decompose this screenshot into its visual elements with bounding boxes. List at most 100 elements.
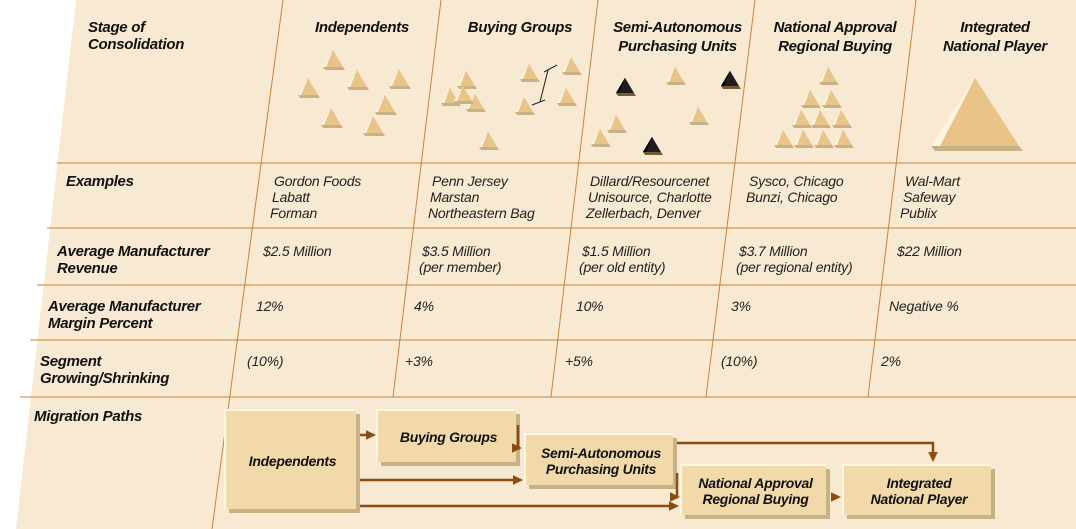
grid-line-col-3 bbox=[550, 0, 599, 398]
triangle-icon bbox=[666, 66, 686, 85]
box-independents bbox=[224, 409, 360, 513]
triangle-highlight bbox=[721, 70, 730, 86]
triangle-shadow bbox=[607, 130, 627, 133]
triangle-shadow bbox=[616, 93, 636, 96]
triangle-face bbox=[454, 85, 472, 101]
bracket-line bbox=[531, 99, 546, 106]
box-integrated bbox=[842, 464, 995, 519]
margin-label: Average Manufacturer Margin Percent bbox=[48, 298, 201, 332]
triangle-highlight bbox=[347, 70, 357, 87]
dark-triangle-icon bbox=[616, 77, 636, 96]
triangle-highlight bbox=[819, 66, 828, 82]
margin-buying-groups: 4% bbox=[414, 298, 434, 314]
box-face bbox=[681, 465, 826, 515]
triangle-highlight bbox=[774, 129, 783, 145]
example-item: Labatt bbox=[272, 189, 310, 205]
triangle-icon bbox=[389, 69, 411, 89]
arrow-to-buying-groups bbox=[360, 430, 376, 440]
triangle-face bbox=[801, 89, 819, 105]
header-national-approval: National Approval Regional Buying bbox=[760, 18, 910, 56]
arrow-semi-to-integrated bbox=[677, 441, 938, 462]
triangle-highlight bbox=[607, 114, 616, 130]
arrow-right-icon bbox=[928, 452, 938, 462]
box-semi-autonomous bbox=[524, 433, 677, 489]
triangle-face bbox=[616, 77, 634, 93]
arrow-right-icon bbox=[669, 501, 679, 511]
margin-integrated: Negative % bbox=[889, 298, 959, 314]
revenue-value: $1.5 Million bbox=[582, 243, 651, 259]
arrow-line bbox=[675, 473, 679, 499]
arrow-right-icon bbox=[366, 430, 376, 440]
triangle-shadow bbox=[321, 125, 343, 128]
triangle-face bbox=[479, 131, 497, 147]
triangle-icon bbox=[363, 116, 385, 136]
box-bevel bbox=[680, 464, 826, 515]
triangle-shadow bbox=[666, 82, 686, 85]
triangle-icon bbox=[607, 114, 627, 133]
box-label-line2: Regional Buying bbox=[702, 491, 809, 507]
triangle-icon bbox=[515, 96, 535, 115]
triangle-shadow bbox=[774, 145, 794, 148]
triangle-face bbox=[814, 129, 832, 145]
triangle-highlight bbox=[792, 109, 801, 125]
triangle-shadow bbox=[811, 125, 831, 128]
triangle-highlight bbox=[389, 69, 399, 86]
triangle-face bbox=[721, 70, 739, 86]
triangle-face bbox=[666, 66, 684, 82]
triangle-face bbox=[562, 56, 580, 72]
stage-label-line2: Consolidation bbox=[88, 36, 185, 53]
triangle-icon bbox=[591, 128, 611, 147]
header-independents: Independents bbox=[292, 18, 432, 37]
triangle-face bbox=[591, 128, 609, 144]
segment-label-line2: Growing/Shrinking bbox=[40, 370, 170, 387]
header-line: Buying Groups bbox=[467, 19, 573, 36]
revenue-label-line2: Revenue bbox=[57, 260, 118, 277]
triangle-icon bbox=[562, 56, 582, 75]
migration-box-national-approval: National Approval Regional Buying bbox=[683, 466, 828, 516]
triangle-face bbox=[794, 129, 812, 145]
margin-label-line2: Margin Percent bbox=[48, 315, 153, 332]
triangle-icon bbox=[347, 70, 369, 90]
box-bevel bbox=[842, 464, 991, 515]
triangle-highlight bbox=[834, 129, 843, 145]
header-buying-groups: Buying Groups bbox=[450, 18, 590, 37]
triangle-shadow bbox=[721, 86, 741, 89]
triangle-icon bbox=[832, 109, 852, 128]
triangle-face bbox=[441, 87, 459, 103]
triangle-icon bbox=[298, 78, 320, 98]
triangle-highlight bbox=[801, 89, 810, 105]
triangle-shadow bbox=[363, 133, 385, 136]
revenue-note: (per regional entity) bbox=[736, 259, 853, 275]
examples-integrated: Wal-Mart Safeway Publix bbox=[900, 173, 960, 221]
triangle-face bbox=[457, 70, 475, 86]
triangle-face bbox=[375, 95, 395, 112]
example-item: Bunzi, Chicago bbox=[746, 189, 838, 205]
large-triangle-icon bbox=[931, 78, 1023, 151]
grid-line-col-2 bbox=[392, 0, 442, 398]
triangle-face bbox=[515, 96, 533, 112]
triangle-icon bbox=[520, 63, 540, 82]
arrow-right-icon bbox=[670, 492, 680, 502]
triangle-shadow bbox=[479, 147, 499, 150]
segment-buying-groups: +3% bbox=[405, 353, 433, 369]
triangle-face bbox=[643, 136, 661, 152]
triangle-shadow bbox=[375, 112, 397, 115]
revenue-value: $3.5 Million bbox=[422, 243, 491, 259]
triangle-highlight bbox=[931, 78, 975, 146]
triangle-highlight bbox=[616, 77, 625, 93]
revenue-value: $2.5 Million bbox=[263, 243, 332, 259]
box-buying-groups bbox=[376, 409, 520, 466]
triangle-highlight bbox=[643, 136, 652, 152]
triangle-shadow bbox=[298, 95, 320, 98]
triangle-icon bbox=[375, 95, 397, 115]
example-item: Safeway bbox=[903, 189, 956, 205]
triangle-shadow bbox=[822, 105, 842, 108]
example-item: Forman bbox=[270, 205, 318, 221]
header-line: Independents bbox=[315, 19, 409, 36]
box-label-line1: Integrated bbox=[886, 475, 952, 491]
example-item: Dillard/Resourcenet bbox=[590, 173, 710, 189]
box-bevel bbox=[524, 433, 673, 485]
triangle-highlight bbox=[520, 63, 529, 79]
header-line: Semi-Autonomous bbox=[613, 19, 742, 36]
triangle-shadow bbox=[794, 145, 814, 148]
